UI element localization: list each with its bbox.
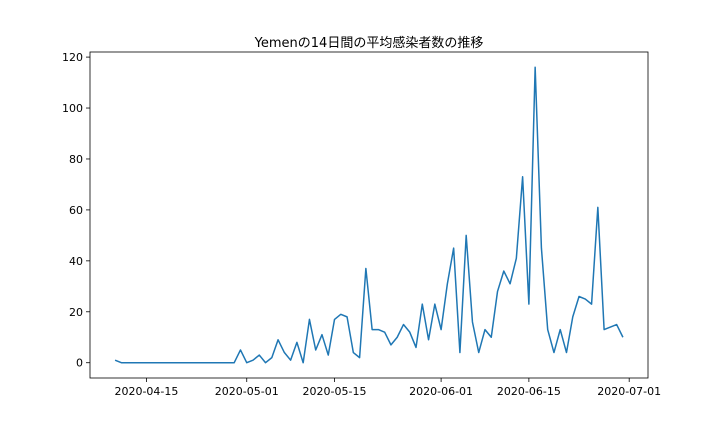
axes-frame xyxy=(89,51,649,379)
x-tick-label: 2020-07-01 xyxy=(597,385,661,398)
plot-area xyxy=(114,66,624,364)
series-line-0 xyxy=(114,66,624,364)
x-tick-label: 2020-06-15 xyxy=(497,385,561,398)
x-tick-label: 2020-05-01 xyxy=(215,385,279,398)
y-tick-label: 0 xyxy=(76,357,83,370)
y-tick-label: 60 xyxy=(69,204,83,217)
x-tick-label: 2020-04-15 xyxy=(114,385,178,398)
y-tick-label: 100 xyxy=(62,102,83,115)
y-axis: 0 20 40 60 80 100 120 xyxy=(62,51,90,370)
y-tick-label: 80 xyxy=(69,153,83,166)
chart-title: Yemenの14日間の平均感染者数の推移 xyxy=(254,35,484,51)
x-tick-label: 2020-06-01 xyxy=(409,385,473,398)
x-tick-label: 2020-05-15 xyxy=(303,385,367,398)
y-tick-label: 20 xyxy=(69,306,83,319)
y-tick-label: 120 xyxy=(62,51,83,64)
y-tick-label: 40 xyxy=(69,255,83,268)
x-axis: 2020-04-15 2020-05-01 2020-05-15 2020-06-01… xyxy=(114,378,661,398)
